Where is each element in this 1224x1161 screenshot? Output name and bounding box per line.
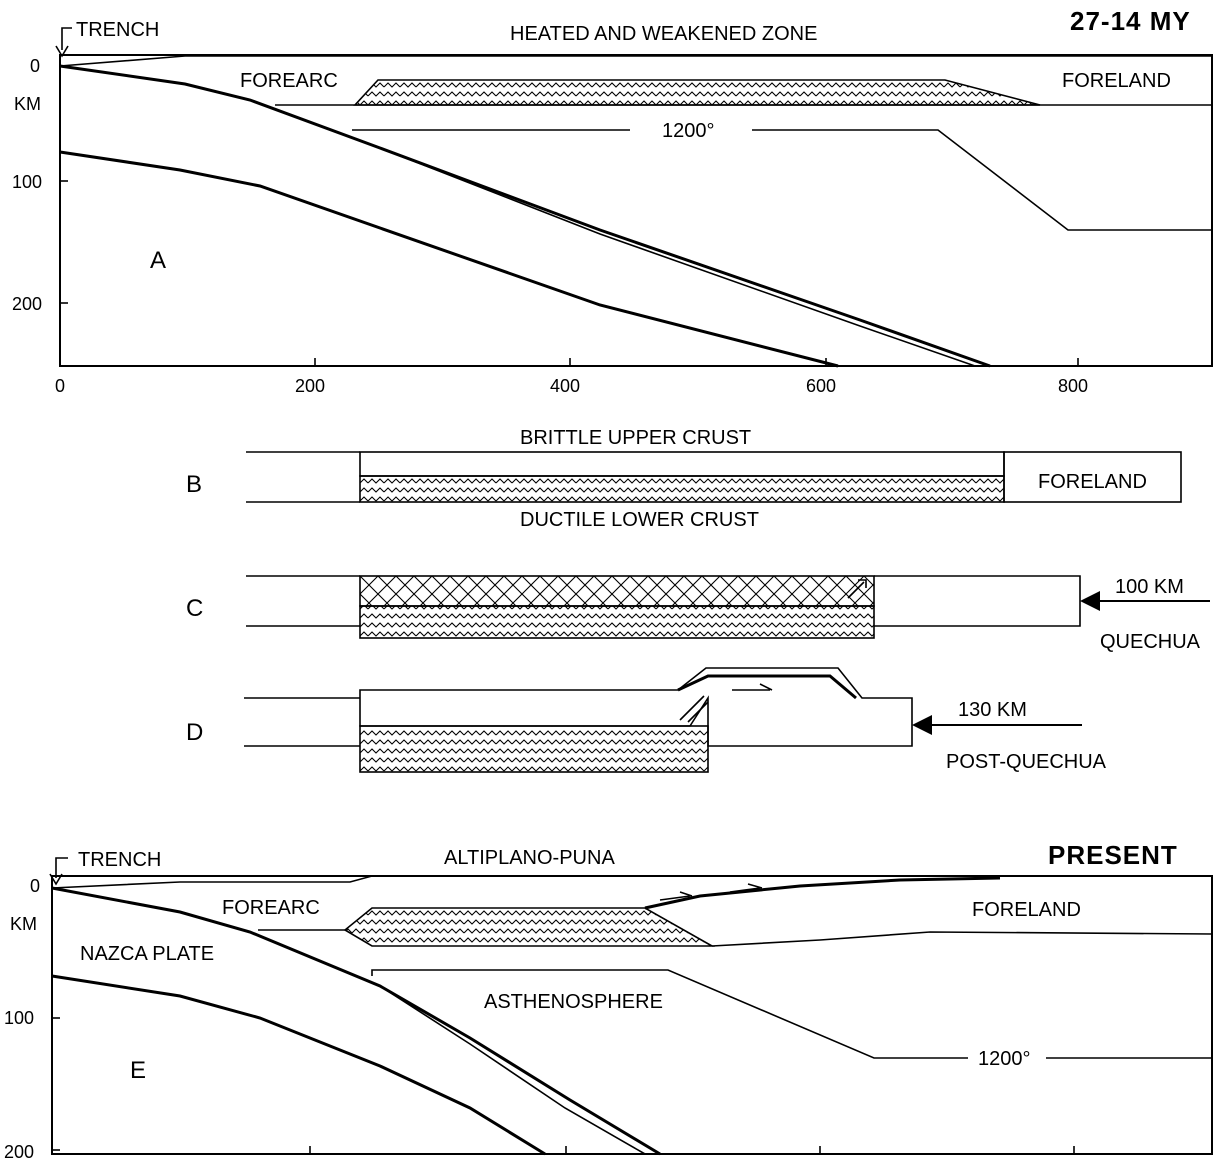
- panel-e-moho: [258, 929, 1213, 947]
- panel-e-plate-label: NAZCA PLATE: [80, 943, 214, 965]
- panel-a-isotherm: [352, 129, 1212, 231]
- panel-b-foreland-block: [1003, 451, 1182, 503]
- panel-a-isotherm-label: 1200°: [662, 120, 715, 142]
- panel-a-slab-base: [59, 150, 839, 368]
- panel-e-y-axis: 0 KM 100 200: [4, 876, 60, 1161]
- panel-a-x-tick-200: 200: [295, 376, 325, 396]
- panel-a-letter: A: [150, 247, 166, 274]
- panel-a-y-tick-100: 100: [12, 172, 42, 192]
- panel-b-lower-crust: [359, 475, 1005, 503]
- panel-a-trench-arrow: [61, 27, 72, 50]
- panel-e: 0 KM 100 200 0 200 400 KM 600 800 TRENCH: [4, 840, 1213, 1161]
- panel-b-upper-crust: [359, 451, 1005, 477]
- panel-d-shortening-label: 130 KM: [958, 699, 1027, 721]
- panel-e-slab-inner: [379, 985, 646, 1155]
- panel-e-trench-label: TRENCH: [78, 849, 161, 871]
- panel-e-asthenosphere-label: ASTHENOSPHERE: [484, 991, 663, 1013]
- panel-a-title: 27-14 MY: [1070, 6, 1191, 36]
- panel-c-thickened-upper: [359, 575, 875, 607]
- panel-b-letter: B: [186, 471, 202, 498]
- panel-e-ductile-zone: [343, 907, 716, 947]
- panel-e-thrust-faults: [644, 876, 1001, 910]
- panel-a-y-unit: KM: [14, 94, 41, 114]
- panel-a-zone-label: HEATED AND WEAKENED ZONE: [510, 23, 817, 45]
- panel-d: 130 KM POST-QUECHUA D: [186, 667, 1107, 773]
- panel-a-trench-label: TRENCH: [76, 19, 159, 41]
- panel-a-y-tick-0: 0: [30, 56, 40, 76]
- panel-c-foreland-block: [874, 575, 1081, 627]
- panel-e-isotherm-label: 1200°: [978, 1048, 1031, 1070]
- panel-b-upper-label: BRITTLE UPPER CRUST: [520, 427, 751, 449]
- panel-c: 100 KM QUECHUA C: [186, 575, 1210, 653]
- panel-e-y-tick-200: 200: [4, 1142, 34, 1161]
- panel-c-letter: C: [186, 595, 203, 622]
- panel-a-x-tick-400: 400: [550, 376, 580, 396]
- panel-a-x-tick-0: 0: [55, 376, 65, 396]
- panel-e-y-tick-0: 0: [30, 876, 40, 896]
- panel-c-phase-label: QUECHUA: [1100, 631, 1201, 653]
- panel-a-x-tick-800: 800: [1058, 376, 1088, 396]
- panel-e-forearc-label: FOREARC: [222, 897, 320, 919]
- panel-e-foreland-label: FORELAND: [972, 899, 1081, 921]
- panel-a-forearc-label: FOREARC: [240, 70, 338, 92]
- panel-d-lower-crust: [359, 725, 709, 773]
- panel-d-letter: D: [186, 719, 203, 746]
- panel-a-frame: [59, 54, 1213, 367]
- panel-e-title: PRESENT: [1048, 840, 1178, 870]
- panel-a-foreland-label: FORELAND: [1062, 70, 1171, 92]
- panel-e-trench-arrow: [55, 857, 68, 878]
- panel-e-letter: E: [130, 1057, 146, 1084]
- panel-a-slab-inner: [379, 147, 976, 367]
- panel-e-zone-label: ALTIPLANO-PUNA: [444, 847, 615, 869]
- panel-a-x-axis: 0 200 400 600 800: [55, 358, 1088, 396]
- panel-a-heated-zone: [353, 79, 1041, 106]
- panel-b-foreland-label: FORELAND: [1038, 471, 1147, 493]
- panel-b-lower-label: DUCTILE LOWER CRUST: [520, 509, 759, 531]
- panel-a-y-tick-200: 200: [12, 294, 42, 314]
- panel-e-y-tick-100: 100: [4, 1008, 34, 1028]
- panel-d-thrust-sheet: [677, 674, 857, 700]
- panel-a: 0 KM 100 200 0 200 400 600 800 TRENCH: [12, 6, 1213, 396]
- panel-a-surface: [59, 55, 1212, 67]
- panel-e-surface: [51, 875, 1212, 889]
- panel-e-x-axis: 0 200 400 KM 600 800: [309, 1146, 1075, 1154]
- panel-e-y-unit: KM: [10, 914, 37, 934]
- panel-a-slab-top: [59, 64, 991, 368]
- panel-e-slab-base: [51, 974, 546, 1156]
- panel-d-phase-label: POST-QUECHUA: [946, 751, 1107, 773]
- panel-b: BRITTLE UPPER CRUST DUCTILE LOWER CRUST …: [186, 427, 1182, 531]
- panel-c-shortening-label: 100 KM: [1115, 576, 1184, 598]
- panel-a-y-axis: 0 KM 100 200: [12, 56, 68, 314]
- panel-e-isotherm: [371, 969, 1212, 1059]
- panel-c-thickened-lower: [359, 605, 875, 639]
- panel-a-x-tick-600: 600: [806, 376, 836, 396]
